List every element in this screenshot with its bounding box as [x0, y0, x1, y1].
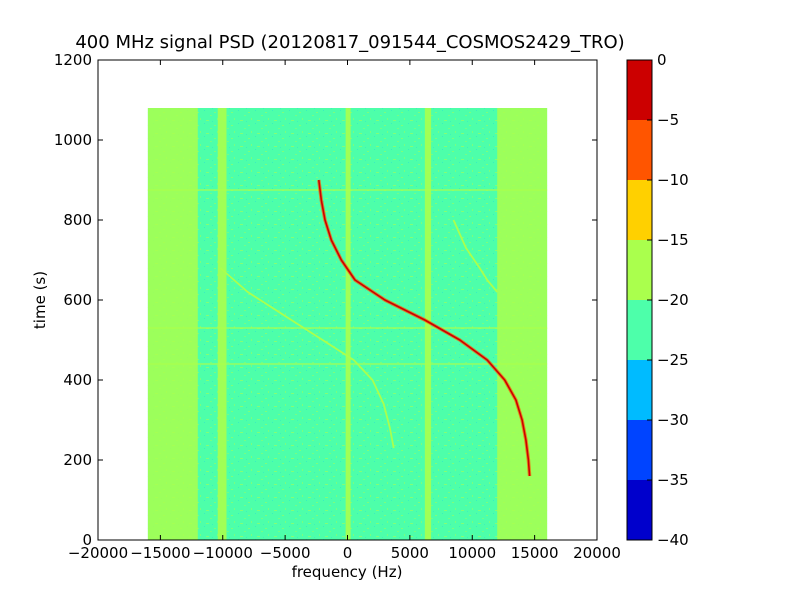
y-axis: 0 200 400 600 800 1000 1200 [54, 51, 597, 549]
colorbar-tick-label: −35 [657, 471, 689, 489]
colorbar-tick-label: −5 [657, 111, 679, 129]
colorbar-segment [627, 480, 652, 540]
x-tick-label: 0 [343, 544, 353, 562]
colorbar-tick-label: −20 [657, 291, 689, 309]
track-1 [318, 179, 531, 477]
x-tick-label: −5000 [260, 544, 311, 562]
colorbar-segment [627, 420, 652, 480]
y-tick-label: 600 [63, 291, 92, 309]
colorbar-tick-label: 0 [657, 51, 667, 69]
colorbar-segment [627, 240, 652, 300]
y-tick-label: 200 [63, 451, 92, 469]
colorbar-segment [627, 300, 652, 360]
colorbar-tick-label: −15 [657, 231, 689, 249]
y-axis-label: time (s) [31, 271, 49, 329]
x-tick-label: 15000 [511, 544, 559, 562]
x-tick-label: 10000 [448, 544, 496, 562]
x-tick-label: −10000 [193, 544, 253, 562]
colorbar-segment [627, 180, 652, 240]
colorbar: 0 −5 −10 −15 −20 −25 −30 −35 −40 [627, 51, 689, 549]
colorbar-frame [626, 59, 653, 541]
colorbar-tick-label: −25 [657, 351, 689, 369]
edge-band-2 [497, 108, 548, 540]
colorbar-segment [627, 120, 652, 180]
track-2 [219, 267, 395, 449]
x-tick-label: −15000 [130, 544, 190, 562]
y-tick-label: 1200 [54, 51, 92, 69]
chart-title: 400 MHz signal PSD (20120817_091544_COSM… [75, 32, 624, 53]
colorbar-tick-label: −40 [657, 531, 689, 549]
colorbar-segment [627, 60, 652, 120]
colorbar-segment [627, 360, 652, 420]
colorbar-tick-label: −30 [657, 411, 689, 429]
x-tick-label: 20000 [573, 544, 621, 562]
y-tick-label: 0 [82, 531, 92, 549]
x-axis-label: frequency (Hz) [292, 563, 403, 581]
plot-area [147, 108, 548, 540]
y-tick-label: 400 [63, 371, 92, 389]
x-tick-label: −20000 [68, 544, 128, 562]
x-axis: −20000 −15000 −10000 −5000 0 5000 10000 15000 20… [68, 60, 621, 562]
track-3 [452, 219, 498, 293]
y-tick-label: 1000 [54, 131, 92, 149]
y-tick-label: 800 [63, 211, 92, 229]
edge-band-1 [147, 108, 198, 540]
colorbar-tick-label: −10 [657, 171, 689, 189]
x-tick-label: 5000 [391, 544, 429, 562]
